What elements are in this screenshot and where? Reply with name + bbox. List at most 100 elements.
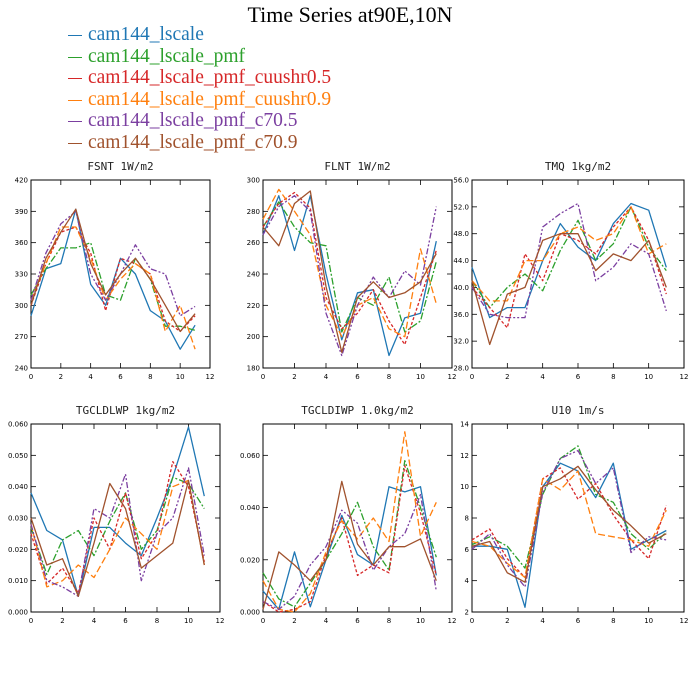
y-tick-label: 220: [247, 302, 260, 310]
x-tick-label: 8: [611, 617, 615, 625]
x-tick-label: 0: [261, 617, 265, 625]
x-tick-label: 4: [324, 617, 329, 625]
x-tick-label: 12: [448, 373, 457, 381]
y-tick-label: 6: [465, 546, 470, 554]
x-tick-label: 12: [680, 617, 689, 625]
y-tick-label: 270: [15, 333, 28, 341]
plot-frame: [471, 423, 685, 613]
series-line: [471, 465, 667, 583]
series-line: [471, 206, 667, 309]
x-tick-label: 0: [29, 373, 33, 381]
y-tick-label: 420: [15, 177, 28, 185]
series-line: [30, 467, 205, 597]
series-line: [30, 479, 205, 597]
y-tick-label: 12: [460, 452, 469, 460]
series-line: [471, 445, 667, 569]
figure-title: Time Series at90E,10N: [247, 2, 453, 27]
series-line: [30, 460, 205, 594]
chart-panel: FLNT 1W/m2 0 2 4 6 8 10 12 180 200 220 240 260 280 300: [247, 160, 457, 381]
x-tick-label: 8: [387, 373, 391, 381]
y-tick-label: 0.040: [240, 504, 260, 512]
x-tick-label: 12: [448, 617, 457, 625]
y-tick-label: 40.0: [453, 284, 469, 292]
y-tick-label: 390: [15, 208, 28, 216]
legend-swatch: [68, 121, 82, 122]
x-tick-label: 10: [644, 617, 653, 625]
x-tick-label: 8: [387, 617, 391, 625]
chart-panel: TGCLDIWP 1.0kg/m2 0 2 4 6 8 10 12 0.000 0.020 0.04…: [240, 404, 457, 625]
y-tick-label: 4: [465, 577, 470, 585]
panel-title: FLNT 1W/m2: [324, 160, 390, 173]
y-tick-label: 300: [15, 302, 28, 310]
y-tick-label: 10: [460, 483, 469, 491]
x-tick-label: 4: [88, 373, 93, 381]
x-tick-label: 6: [576, 373, 581, 381]
y-tick-label: 360: [15, 239, 28, 247]
y-tick-label: 0.020: [8, 546, 28, 554]
series-line: [30, 226, 196, 350]
series-line: [471, 202, 667, 319]
series-line: [262, 465, 437, 613]
series-line: [471, 202, 667, 319]
series-line: [30, 210, 196, 317]
series-line: [471, 449, 667, 588]
y-tick-label: 48.0: [453, 230, 469, 238]
legend-label: cam144_lscale_pmf: [88, 45, 246, 67]
x-tick-label: 0: [470, 373, 474, 381]
y-tick-label: 0.030: [8, 515, 28, 523]
y-tick-label: 180: [247, 365, 260, 373]
y-tick-label: 0.060: [8, 421, 28, 429]
x-tick-label: 0: [470, 617, 474, 625]
x-tick-label: 4: [92, 617, 97, 625]
plot-frame: [471, 179, 685, 369]
y-tick-label: 0.000: [240, 609, 260, 617]
legend-swatch: [68, 78, 82, 79]
y-tick-label: 0.060: [240, 452, 260, 460]
panel-title: U10 1m/s: [552, 404, 605, 417]
panel-title: TGCLDIWP 1.0kg/m2: [301, 404, 414, 417]
series-line: [262, 431, 437, 613]
x-tick-label: 10: [416, 373, 425, 381]
series-line: [30, 208, 196, 333]
x-tick-label: 6: [118, 373, 123, 381]
series-line: [262, 195, 437, 357]
x-tick-label: 0: [261, 373, 265, 381]
x-tick-label: 12: [206, 373, 215, 381]
y-tick-label: 32.0: [453, 338, 469, 346]
series-line: [471, 467, 667, 579]
panel-title: FSNT 1W/m2: [87, 160, 153, 173]
y-tick-label: 240: [15, 365, 28, 373]
series-line: [30, 208, 196, 350]
x-tick-label: 8: [611, 373, 615, 381]
panel-title: TGCLDLWP 1kg/m2: [76, 404, 175, 417]
plot-frame: [262, 179, 453, 369]
series-line: [262, 459, 437, 608]
y-tick-label: 36.0: [453, 311, 469, 319]
series-line: [471, 206, 667, 329]
series-line: [262, 190, 437, 353]
x-tick-label: 2: [292, 617, 296, 625]
x-tick-label: 6: [576, 617, 581, 625]
x-tick-label: 8: [155, 617, 159, 625]
series-line: [30, 476, 205, 576]
series-line: [471, 233, 667, 346]
y-tick-label: 52.0: [453, 203, 469, 211]
y-tick-label: 0.020: [240, 556, 260, 564]
y-tick-label: 14: [460, 421, 469, 429]
legend-label: cam144_lscale_pmf_c70.9: [88, 131, 298, 153]
y-tick-label: 330: [15, 271, 28, 279]
y-tick-label: 0.000: [8, 609, 28, 617]
series-line: [262, 188, 437, 338]
series-line: [30, 426, 205, 597]
x-tick-label: 12: [680, 373, 689, 381]
x-tick-label: 6: [355, 617, 360, 625]
series-line: [262, 493, 437, 611]
y-tick-label: 44.0: [453, 257, 469, 265]
y-tick-label: 28.0: [453, 365, 469, 373]
x-tick-label: 8: [148, 373, 152, 381]
y-tick-label: 200: [247, 333, 260, 341]
y-tick-label: 260: [247, 239, 260, 247]
series-line: [262, 195, 437, 357]
